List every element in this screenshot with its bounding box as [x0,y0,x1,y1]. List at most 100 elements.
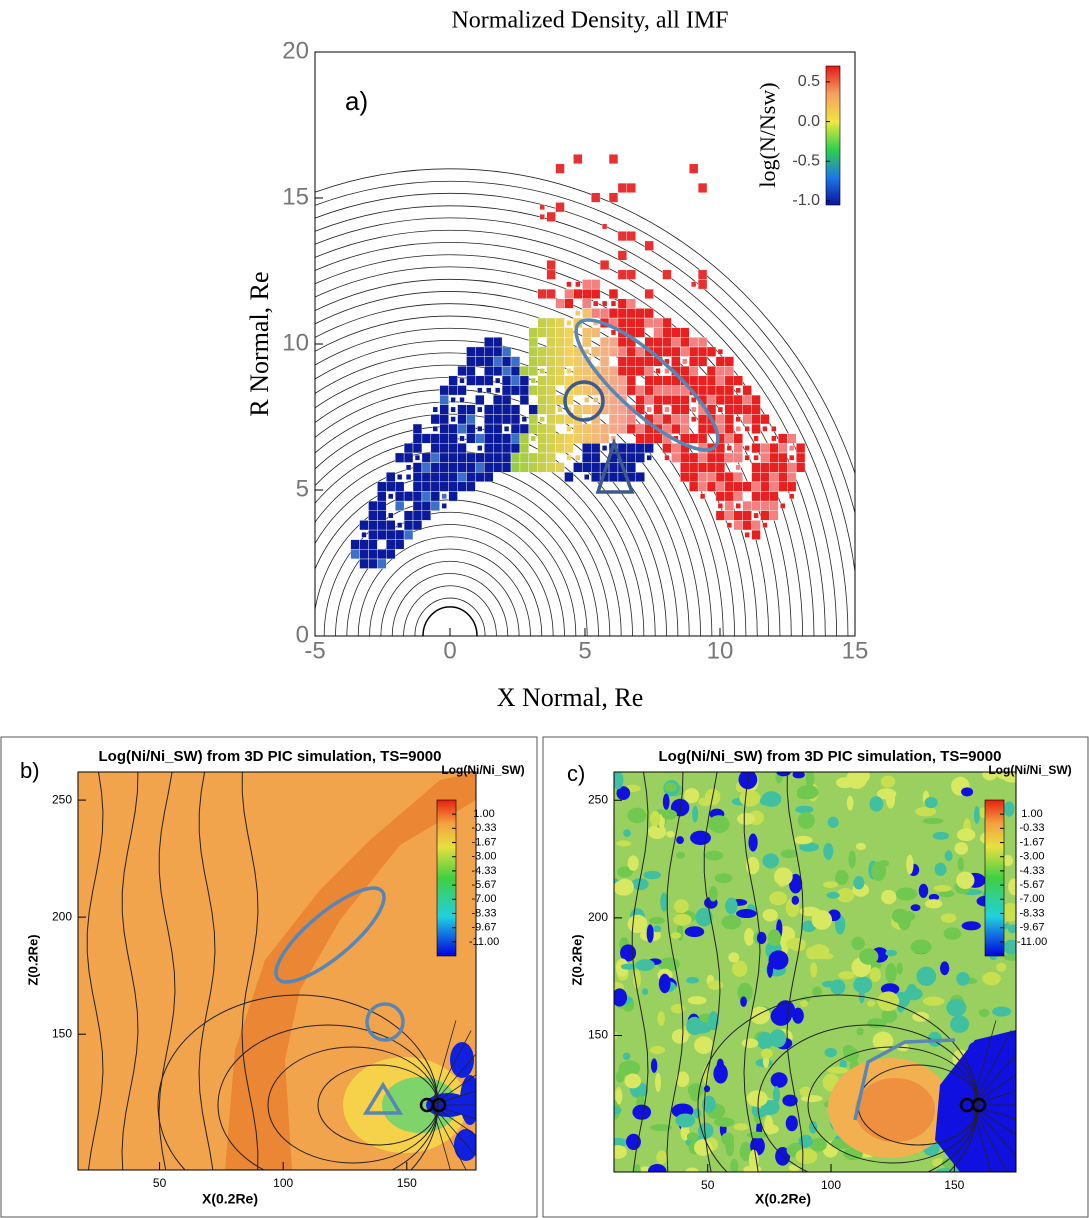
density-cell [610,300,617,307]
density-blob [877,991,900,1012]
colorbar-tick-label: -0.33 [1019,822,1044,834]
density-cell [689,452,699,463]
density-blob [933,885,952,892]
density-cell [778,433,788,444]
density-cell [537,375,547,386]
density-cell [412,462,423,473]
density-cell [646,454,652,461]
density-cell [601,300,608,307]
density-cell [484,433,494,444]
density-cell [528,346,538,357]
density-cell [528,414,538,425]
density-cell [501,404,512,415]
density-cell [528,385,538,396]
density-cell [475,375,485,386]
density-blob [904,987,923,1001]
density-cell [671,452,681,463]
density-cell [537,452,547,463]
density-cell [546,462,556,473]
density-blob [996,962,1007,972]
density-cell [493,404,503,415]
field-line [431,1104,467,1170]
density-cell [439,433,449,444]
earth [422,606,478,636]
density-blob [614,1145,627,1159]
density-blob [623,829,631,837]
density-cell [671,404,681,415]
density-cell [789,493,795,500]
density-cell [733,491,743,502]
density-cell [706,462,717,473]
density-cell [421,433,432,444]
density-cell [573,433,583,444]
density-cell [626,365,636,377]
density-blob [756,1031,774,1050]
density-cell [403,520,414,531]
colorbar-label: Log(Ni/Ni_SW) [441,763,524,777]
density-cell [617,375,628,386]
density-blob [910,939,932,955]
density-cell [733,452,743,463]
field-line [380,560,520,636]
density-cell [671,346,681,357]
density-blob [880,775,896,788]
density-blob [973,806,980,824]
density-cell [697,375,708,386]
density-cell [724,375,734,386]
density-cell [680,404,690,415]
density-cell [537,462,547,473]
density-cell [503,425,510,432]
field-line [414,597,486,636]
density-cell [555,346,565,357]
density-blob [992,1006,1012,1017]
density-cell [591,433,601,444]
density-cell [555,163,565,174]
density-cell [555,356,565,367]
density-cell [617,414,628,425]
density-cell [528,365,538,377]
density-cell [466,481,476,492]
density-cell [519,385,530,396]
density-cell [573,404,583,415]
density-cell [635,471,645,483]
density-cell [510,462,521,473]
colorbar-tick-label: -8.33 [1019,907,1044,919]
density-cell [742,500,752,511]
density-cell [566,319,572,326]
density-cell [644,356,654,367]
density-blob [800,1094,823,1103]
density-blob [794,835,813,845]
density-cell [626,182,636,193]
density-cell [546,269,556,280]
density-cell [546,443,556,454]
density-blob [996,772,1016,781]
density-blob [690,830,711,846]
density-blob [657,1011,665,1027]
y-tick-label: 15 [282,183,309,210]
density-blob [721,1132,735,1146]
density-cell [388,512,394,519]
density-blob [961,787,974,797]
density-cell [680,337,690,348]
annotation-circle [365,1002,405,1042]
density-cell [662,443,672,454]
density-cell [664,454,670,461]
colorbar-tick-label: -7.00 [1019,893,1044,905]
density-blob [762,908,778,922]
density-cell [706,375,717,386]
density-blob [708,815,730,834]
density-blob [730,1158,739,1172]
density-cell [689,471,699,483]
density-cell [689,462,699,473]
density-cell [599,308,610,319]
density-cell [591,288,601,299]
density-blob [792,1007,804,1024]
density-cell [484,365,494,377]
field-line [198,772,216,1170]
density-cell [599,356,610,367]
density-cell [493,414,503,425]
density-cell [697,433,708,444]
density-cell [646,406,652,413]
x-axis-label: X Normal, Re [497,683,644,712]
density-cell [653,317,663,328]
